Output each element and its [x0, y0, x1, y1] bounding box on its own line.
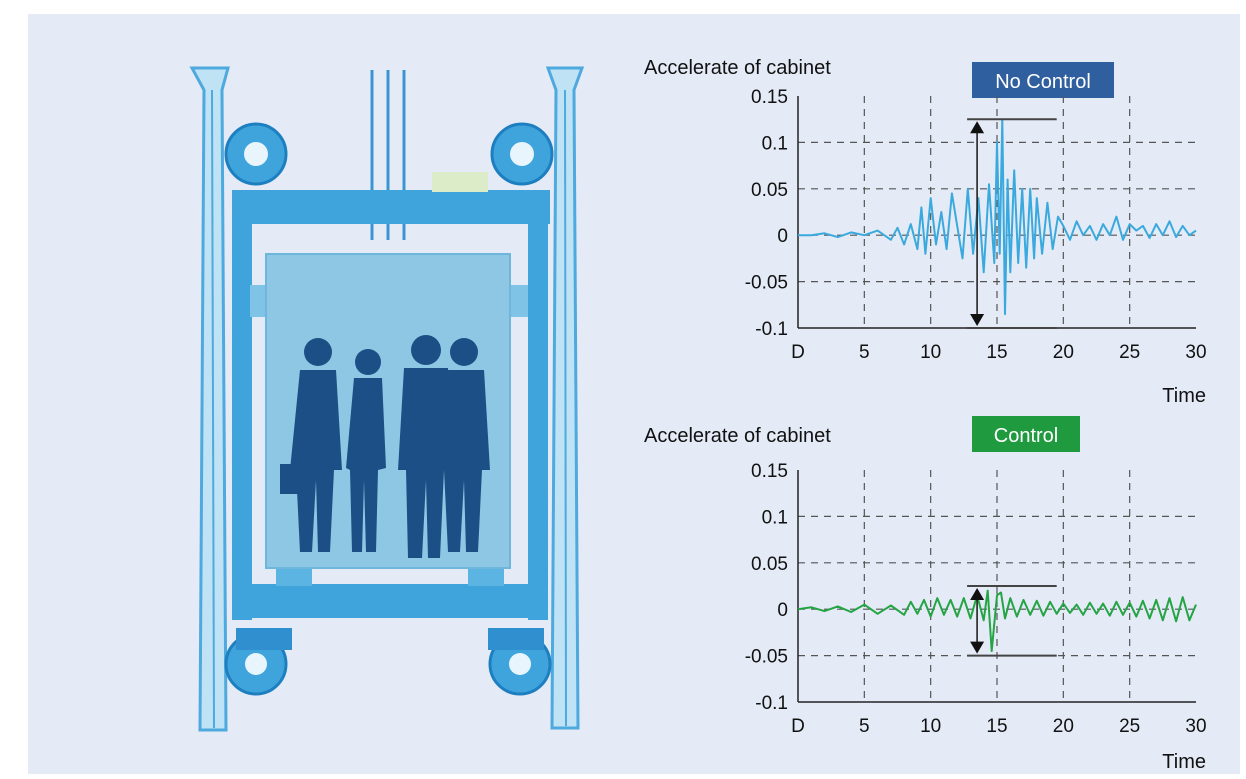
chart1-badge-bg	[972, 62, 1114, 98]
chart2-xlabel: Time	[1162, 751, 1206, 773]
guide-rail-left	[189, 66, 230, 732]
chart1-xlabel: Time	[1162, 385, 1206, 407]
chart2-x-tick-label: 25	[1119, 716, 1140, 737]
guide-rail-right	[545, 66, 585, 730]
chart2-y-tick-label: 0	[777, 600, 788, 621]
chart2-y-tick-label: -0.05	[745, 647, 788, 668]
pulley-icon	[224, 122, 554, 696]
chart2-range-annotation	[967, 585, 1057, 657]
chart1-y-tick-label: 0	[777, 226, 788, 247]
chart2-y-tick-label: -0.1	[755, 693, 788, 714]
chart2-badge-bg	[972, 416, 1080, 452]
chart1-x-tick-label: 10	[920, 342, 941, 363]
chart1-x-tick-label: 20	[1053, 342, 1074, 363]
chart2-ylabel: Accelerate of cabinet	[644, 425, 831, 447]
chart1-x-tick-label: D	[791, 342, 805, 363]
chart1-range-annotation	[967, 118, 1057, 329]
chart1-x-tick-label: 25	[1119, 342, 1140, 363]
chart1-x-tick-label: 30	[1185, 342, 1206, 363]
chart2-x-tick-label: 10	[920, 716, 941, 737]
chart1-y-tick-label: 0.1	[762, 133, 788, 154]
chart2-x-tick-label: 20	[1053, 716, 1074, 737]
chart1-badge: No Control	[995, 71, 1091, 93]
chart1-x-tick-label: 15	[986, 342, 1007, 363]
chart1-y-tick-label: -0.05	[745, 273, 788, 294]
chart1-x-tick-label: 5	[859, 342, 870, 363]
chart2-series-line	[797, 589, 1197, 652]
chart1-y-tick-label: 0.15	[751, 87, 788, 108]
chart1-y-tick-label: -0.1	[755, 319, 788, 340]
chart-control: 0.15 0.1 0.05 0 -0.05 -0.1D 5 10 15 20 25 30	[745, 461, 1207, 737]
chart2-x-tick-label: 5	[859, 716, 870, 737]
passenger-silhouettes	[280, 335, 490, 558]
chart2-x-tick-label: D	[791, 716, 805, 737]
chart1-series-line	[798, 118, 1197, 316]
chart2-y-tick-label: 0.1	[762, 507, 788, 528]
chart-no-control: 0.15 0.1 0.05 0 -0.05 -0.1D 5 10 15 20 25 30	[745, 87, 1207, 363]
chart2-y-tick-label: 0.15	[751, 461, 788, 482]
chart2-badge: Control	[994, 425, 1058, 447]
chart1-ylabel: Accelerate of cabinet	[644, 57, 831, 79]
chart1-y-tick-label: 0.05	[751, 180, 788, 201]
chart2-y-tick-label: 0.05	[751, 554, 788, 575]
chart2-x-tick-label: 15	[986, 716, 1007, 737]
chart2-x-tick-label: 30	[1185, 716, 1206, 737]
